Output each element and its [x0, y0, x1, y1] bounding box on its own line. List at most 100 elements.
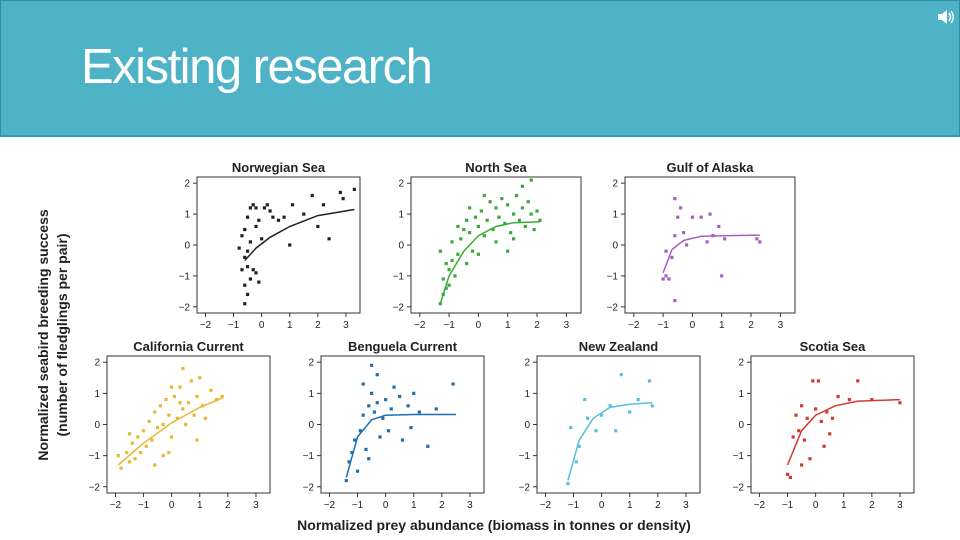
data-point: [254, 224, 258, 229]
data-point: [494, 240, 498, 244]
data-point: [257, 218, 261, 222]
data-point: [186, 401, 191, 405]
data-point: [791, 435, 795, 439]
panel-title: Scotia Sea: [800, 339, 867, 354]
data-point: [257, 280, 261, 284]
data-point: [708, 212, 712, 216]
data-point: [720, 274, 724, 278]
y-tick-label: 2: [184, 179, 190, 190]
data-point: [459, 237, 463, 241]
data-point: [369, 363, 374, 367]
fit-curve: [786, 398, 900, 466]
x-tick-label: −2: [200, 320, 212, 331]
data-point: [600, 413, 604, 417]
data-point: [494, 206, 498, 210]
y-tick-label: −2: [393, 302, 405, 313]
data-point: [302, 212, 306, 216]
x-tick-label: −2: [110, 500, 122, 511]
x-tick-label: 3: [778, 320, 784, 331]
plot-frame: [624, 176, 796, 314]
y-tick-label: 1: [612, 210, 618, 221]
data-point: [243, 302, 247, 306]
data-point: [127, 432, 132, 436]
y-tick-label: 0: [524, 420, 530, 431]
data-point: [271, 215, 275, 219]
data-point: [412, 391, 416, 395]
data-point: [485, 218, 489, 222]
plot-frame: [750, 355, 915, 494]
data-point: [523, 224, 527, 229]
panel-norwegian-sea: Norwegian Sea −2 −1 0 1 2 3 −2 −1 0 1 2: [179, 160, 361, 331]
data-point: [661, 277, 665, 281]
data-point: [195, 394, 199, 399]
panel-title: Norwegian Sea: [232, 160, 326, 175]
x-tick-label: 0: [476, 320, 482, 331]
y-tick-label: 1: [398, 210, 404, 221]
y-tick-label: 0: [612, 241, 618, 252]
x-tick-label: 2: [869, 500, 875, 511]
data-point: [847, 397, 851, 402]
data-point: [240, 268, 244, 272]
x-tick-label: 3: [897, 500, 903, 511]
data-point: [822, 444, 826, 448]
y-tick-label: 0: [308, 420, 314, 431]
data-point: [473, 215, 478, 219]
y-tick-label: −1: [607, 271, 619, 282]
y-tick-label: 1: [94, 389, 100, 400]
data-point: [465, 218, 469, 222]
data-point: [243, 255, 247, 259]
data-point: [529, 212, 533, 216]
y-tick-label: −1: [519, 451, 531, 462]
speaker-icon[interactable]: [935, 7, 955, 27]
data-point: [361, 382, 365, 386]
data-point: [520, 206, 524, 210]
data-point: [367, 457, 371, 461]
x-tick-label: 1: [411, 500, 417, 511]
data-point: [794, 413, 798, 417]
plot-frame: [106, 355, 271, 494]
data-point: [569, 426, 573, 430]
data-point: [799, 404, 804, 408]
data-point: [797, 429, 801, 433]
x-tick-label: 2: [439, 500, 445, 511]
y-tick-label: −2: [733, 482, 745, 493]
x-tick-label: −2: [324, 500, 336, 511]
data-point: [316, 224, 320, 229]
x-tick-label: −1: [352, 500, 364, 511]
data-point: [381, 416, 385, 420]
data-point: [585, 416, 590, 420]
data-point: [127, 460, 132, 464]
panel-california-current: California Current −2 −1 0 1 2 3 −2 −1 0 1 2: [89, 339, 271, 511]
panel-scotia-sea: Scotia Sea −2 −1 0 1 2 3 −2 −1 0 1 2: [733, 339, 915, 511]
data-point: [830, 416, 835, 420]
data-point: [438, 302, 442, 306]
y-tick-label: 2: [94, 358, 100, 369]
data-point: [170, 435, 174, 439]
data-point: [321, 203, 326, 207]
y-tick-label: 1: [524, 389, 530, 400]
panel-title: Gulf of Alaska: [667, 160, 755, 175]
data-point: [788, 475, 792, 480]
data-point: [503, 221, 507, 225]
data-point: [251, 268, 255, 272]
data-point: [353, 438, 357, 442]
x-tick-label: −1: [138, 500, 150, 511]
x-tick-label: 1: [505, 320, 511, 331]
data-point: [375, 401, 379, 405]
data-point: [178, 401, 182, 405]
panel-title: Benguela Current: [348, 339, 458, 354]
data-point: [676, 215, 680, 219]
data-point: [254, 206, 258, 210]
data-point: [785, 472, 790, 476]
fit-curve: [567, 401, 653, 481]
data-point: [417, 410, 421, 414]
data-point: [265, 203, 269, 207]
data-point: [614, 429, 618, 433]
data-point: [699, 215, 703, 219]
data-point: [245, 249, 250, 253]
data-point: [248, 240, 252, 244]
y-tick-label: 2: [738, 358, 744, 369]
data-point: [456, 224, 460, 229]
data-point: [447, 283, 451, 287]
data-point: [468, 231, 472, 235]
